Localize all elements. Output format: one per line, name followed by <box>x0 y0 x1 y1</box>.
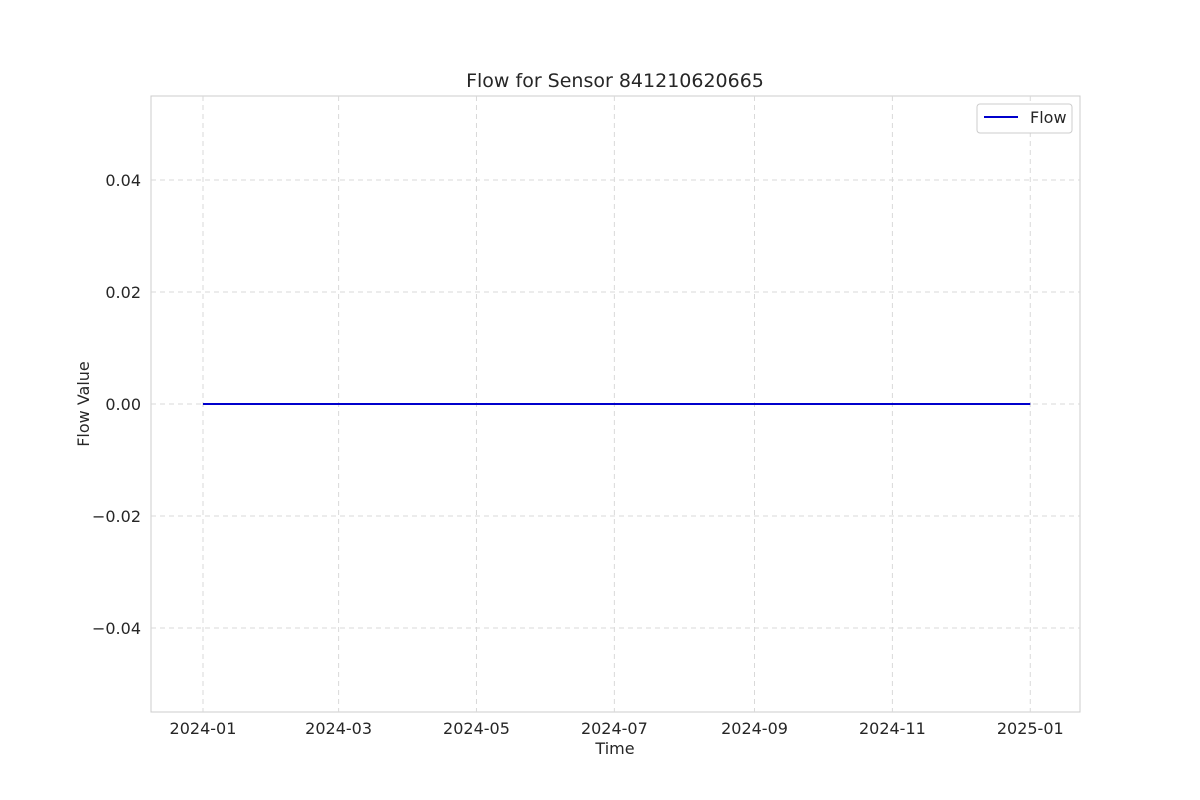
x-tick-label: 2024-05 <box>443 719 510 738</box>
x-tick-label: 2024-03 <box>305 719 372 738</box>
y-tick-label: −0.04 <box>92 619 141 638</box>
legend: Flow <box>976 103 1073 134</box>
x-tick-label: 2024-01 <box>170 719 237 738</box>
y-tick-label: 0.04 <box>105 171 141 190</box>
legend-label-flow: Flow <box>1030 108 1067 127</box>
x-tick-label: 2024-11 <box>859 719 926 738</box>
x-tick-label: 2024-09 <box>721 719 788 738</box>
chart-title: Flow for Sensor 841210620665 <box>466 70 764 92</box>
x-tick-label: 2024-07 <box>581 719 648 738</box>
x-tick-label: 2025-01 <box>997 719 1064 738</box>
y-tick-label: −0.02 <box>92 507 141 526</box>
y-tick-labels: 0.04 0.02 0.00 −0.02 −0.04 <box>92 171 141 638</box>
y-axis-label: Flow Value <box>74 361 93 447</box>
x-tick-labels: 2024-01 2024-03 2024-05 2024-07 2024-09 2024-… <box>170 719 1064 738</box>
y-tick-label: 0.00 <box>105 395 141 414</box>
y-tick-label: 0.02 <box>105 283 141 302</box>
legend-box <box>976 103 1073 134</box>
x-axis-label: Time <box>594 739 634 758</box>
